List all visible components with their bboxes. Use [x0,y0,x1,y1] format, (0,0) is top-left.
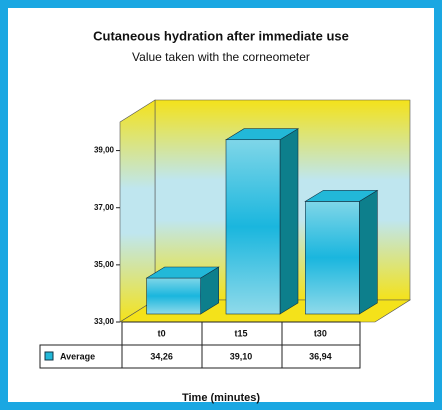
legend-label: Average [60,351,95,361]
x-axis-label: Time (minutes) [182,392,260,404]
bar [146,277,201,315]
x-tick-label: t30 [314,328,327,338]
y-tick-label: 37,00 [94,203,115,212]
bar-top [224,128,300,141]
y-tick-label: 35,00 [94,260,115,269]
table-value: 36,94 [309,351,332,361]
table-value: 34,26 [150,351,173,361]
bar-side [279,128,299,315]
x-tick-label: t15 [234,328,247,338]
bar-top [145,266,220,279]
data-table [39,321,361,369]
chart-subtitle: Value taken with the corneometer [132,50,310,64]
y-tick-label: 33,00 [94,317,115,326]
table-value: 39,10 [230,351,253,361]
bar [225,139,281,315]
bar-side [359,189,378,315]
x-tick-label: t0 [158,328,166,338]
legend-swatch [44,351,54,361]
y-tick-label: 39,00 [94,146,115,155]
chart-title: Cutaneous hydration after immediate use [93,28,349,43]
bar [305,201,360,315]
bar-top [304,190,379,202]
